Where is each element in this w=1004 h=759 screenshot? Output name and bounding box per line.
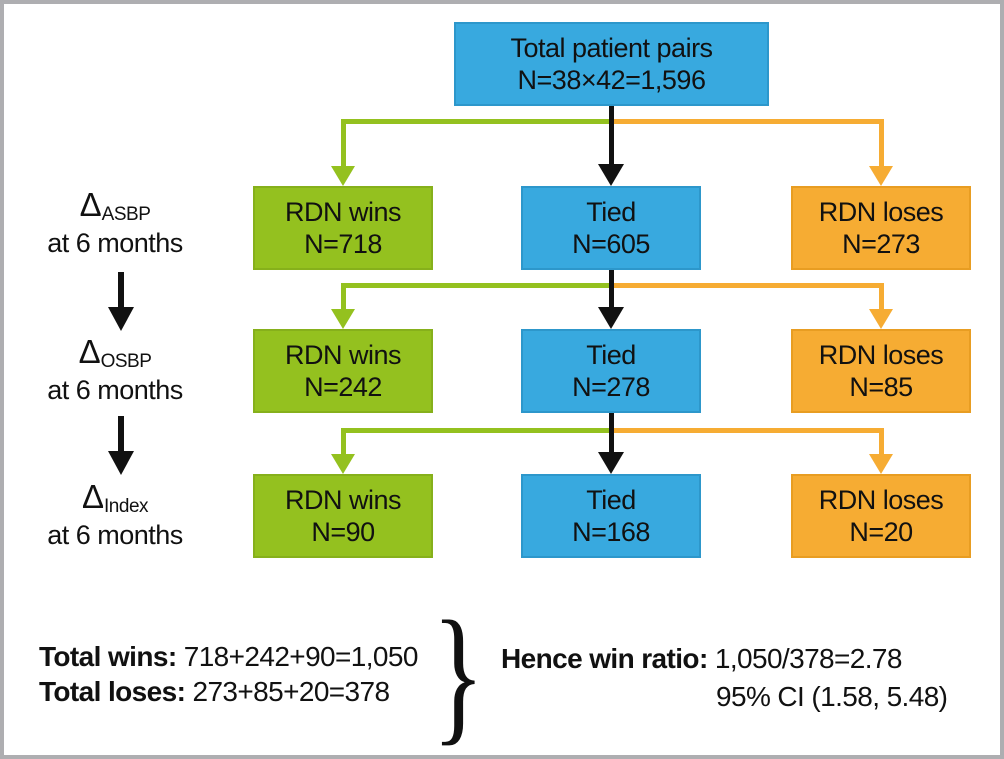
node-osbp-rdn-wins: RDN wins N=242 <box>253 329 433 413</box>
connector2-orange-arrowhead-icon <box>869 309 893 329</box>
node-label: Tied <box>586 197 636 227</box>
node-index-tied: Tied N=168 <box>521 474 701 558</box>
node-asbp-rdn-loses: RDN loses N=273 <box>791 186 971 270</box>
connector3-orange-vline <box>879 428 884 456</box>
node-count: N=605 <box>572 229 650 259</box>
win-ratio-label: Hence win ratio: <box>501 643 708 674</box>
delta-subscript: ASBP <box>101 204 151 226</box>
node-total-pairs-label: Total patient pairs <box>510 33 713 63</box>
delta-index-symbol: ΔIndex <box>22 479 208 521</box>
node-total-pairs: Total patient pairs N=38×42=1,596 <box>454 22 769 106</box>
node-total-pairs-count: N=38×42=1,596 <box>517 65 706 95</box>
delta-timing: at 6 months <box>47 375 183 405</box>
node-count: N=90 <box>311 517 375 547</box>
node-label: RDN wins <box>284 340 402 370</box>
connector2-black-arrowhead-icon <box>598 307 624 329</box>
connector1-orange-vline <box>879 119 884 166</box>
connector1-green-hline <box>341 119 613 124</box>
delta-timing: at 6 months <box>47 520 183 550</box>
node-count: N=85 <box>849 372 913 402</box>
connector3-green-arrowhead-icon <box>331 454 355 474</box>
connector3-orange-hline <box>610 428 883 433</box>
confidence-interval-value: 95% CI (1.58, 5.48) <box>716 681 948 712</box>
delta-timing: at 6 months <box>47 228 183 258</box>
node-label: RDN loses <box>818 340 944 370</box>
connector1-green-vline <box>341 119 346 166</box>
total-loses-value: 273+85+20=378 <box>185 676 390 707</box>
label-delta-asbp: ΔASBP at 6 months <box>22 187 208 258</box>
label-arrow2-line <box>118 416 124 451</box>
node-asbp-rdn-wins: RDN wins N=718 <box>253 186 433 270</box>
node-label: RDN loses <box>818 197 944 227</box>
connector2-green-vline <box>341 283 346 311</box>
node-index-rdn-wins: RDN wins N=90 <box>253 474 433 558</box>
delta-subscript: Index <box>104 496 149 518</box>
total-loses-label: Total loses: <box>39 676 186 707</box>
connector3-green-vline <box>341 428 346 456</box>
label-arrow1-head-icon <box>108 307 134 331</box>
node-count: N=718 <box>304 229 382 259</box>
connector1-orange-hline <box>610 119 883 124</box>
node-count: N=278 <box>572 372 650 402</box>
connector1-black-vline <box>609 106 614 164</box>
total-loses-line: Total loses: 273+85+20=378 <box>39 676 390 708</box>
delta-symbol: Δ <box>79 186 102 223</box>
node-count: N=20 <box>849 517 913 547</box>
total-wins-label: Total wins: <box>39 641 177 672</box>
connector1-orange-arrowhead-icon <box>869 166 893 186</box>
connector2-green-hline <box>341 283 613 288</box>
total-wins-line: Total wins: 718+242+90=1,050 <box>39 641 418 673</box>
connector2-black-vline <box>609 270 614 307</box>
node-label: RDN wins <box>284 197 402 227</box>
label-arrow2-head-icon <box>108 451 134 475</box>
connector3-black-vline <box>609 413 614 452</box>
node-label: Tied <box>586 485 636 515</box>
total-wins-value: 718+242+90=1,050 <box>176 641 419 672</box>
connector3-orange-arrowhead-icon <box>869 454 893 474</box>
connector2-green-arrowhead-icon <box>331 309 355 329</box>
win-ratio-value: 1,050/378=2.78 <box>707 643 903 674</box>
node-count: N=242 <box>304 372 382 402</box>
node-count: N=273 <box>842 229 920 259</box>
node-osbp-rdn-loses: RDN loses N=85 <box>791 329 971 413</box>
connector3-green-hline <box>341 428 613 433</box>
win-ratio-line: Hence win ratio: 1,050/378=2.78 <box>501 643 902 675</box>
connector3-black-arrowhead-icon <box>598 452 624 474</box>
delta-asbp-symbol: ΔASBP <box>22 187 208 229</box>
node-asbp-tied: Tied N=605 <box>521 186 701 270</box>
connector1-green-arrowhead-icon <box>331 166 355 186</box>
delta-osbp-symbol: ΔOSBP <box>22 334 208 376</box>
delta-subscript: OSBP <box>100 351 152 373</box>
node-count: N=168 <box>572 517 650 547</box>
brace-glyph: } <box>432 590 485 758</box>
node-label: RDN loses <box>818 485 944 515</box>
label-delta-index: ΔIndex at 6 months <box>22 479 208 550</box>
label-delta-osbp: ΔOSBP at 6 months <box>22 334 208 405</box>
label-arrow1-line <box>118 272 124 307</box>
connector1-black-arrowhead-icon <box>598 164 624 186</box>
connector2-orange-hline <box>610 283 883 288</box>
delta-symbol: Δ <box>81 478 105 515</box>
node-label: RDN wins <box>284 485 402 515</box>
confidence-interval-line: 95% CI (1.58, 5.48) <box>716 681 948 713</box>
connector2-orange-vline <box>879 283 884 311</box>
delta-symbol: Δ <box>78 333 101 370</box>
node-index-rdn-loses: RDN loses N=20 <box>791 474 971 558</box>
node-osbp-tied: Tied N=278 <box>521 329 701 413</box>
node-label: Tied <box>586 340 636 370</box>
